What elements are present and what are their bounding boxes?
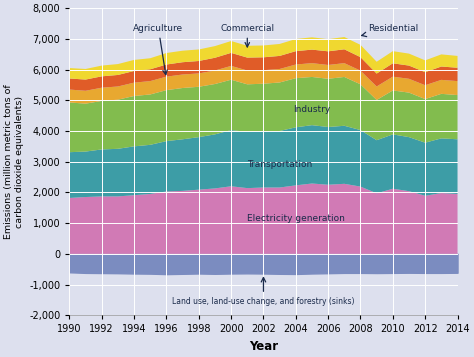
Text: Transportation: Transportation [247, 160, 312, 169]
Text: Electricity generation: Electricity generation [247, 214, 345, 223]
Text: Agriculture: Agriculture [133, 24, 183, 75]
Text: Residential: Residential [362, 24, 418, 37]
X-axis label: Year: Year [249, 340, 278, 353]
Y-axis label: Emissions (million metric tons of
carbon dioxide equivalents): Emissions (million metric tons of carbon… [4, 84, 24, 239]
Text: Industry: Industry [293, 105, 330, 114]
Text: Commercial: Commercial [220, 24, 274, 47]
Text: Land use, land-use change, and forestry (sinks): Land use, land-use change, and forestry … [172, 277, 355, 306]
